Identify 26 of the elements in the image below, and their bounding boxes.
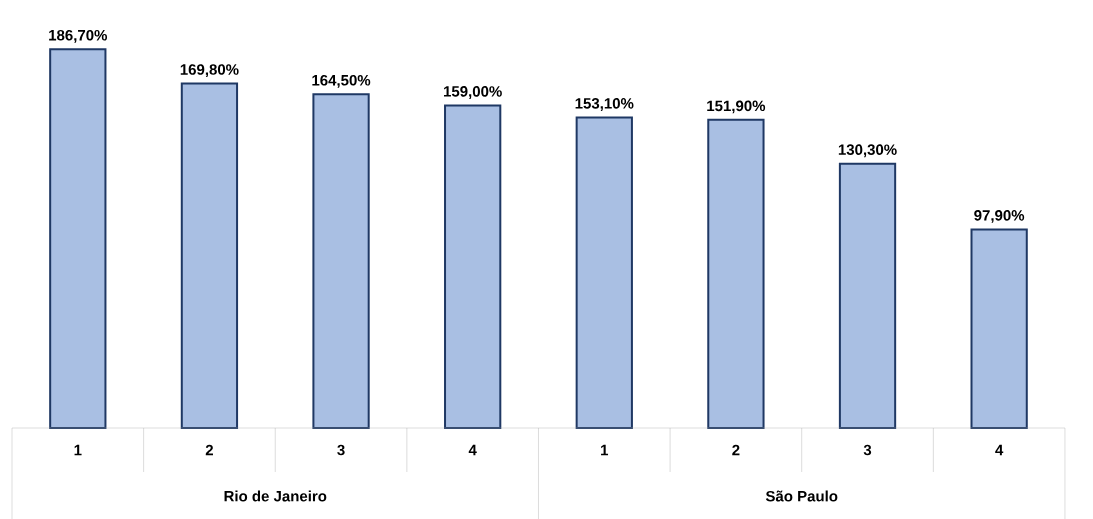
x-tick-label: 1 [601, 444, 609, 456]
data-label: 151,90% [707, 100, 766, 114]
bar [707, 118, 765, 429]
bar [838, 162, 897, 429]
data-label: 97,90% [974, 210, 1025, 223]
x-tick-label: 1 [74, 444, 82, 456]
text: Rio de Janeiro [224, 490, 327, 502]
text: São Paulo [765, 490, 838, 502]
data-label: 159,00% [443, 86, 502, 99]
data-label: 153,10% [575, 98, 634, 111]
x-tick-label: 2 [205, 444, 213, 456]
data-label: 169,80% [180, 64, 239, 78]
x-tick-label: 4 [468, 444, 477, 456]
data-label: 130,30% [838, 144, 897, 158]
x-tick-label: 2 [732, 444, 740, 456]
data-label: 186,70% [49, 29, 108, 43]
bar [312, 93, 370, 429]
x-tick-label: 3 [337, 444, 345, 456]
x-tick-label: 3 [863, 444, 872, 456]
bar [575, 116, 633, 429]
bar [444, 104, 502, 429]
data-label: 164,50% [312, 74, 371, 88]
bar [49, 48, 107, 429]
bar [970, 228, 1028, 429]
bar [180, 82, 239, 429]
x-tick-label: 4 [995, 444, 1004, 456]
